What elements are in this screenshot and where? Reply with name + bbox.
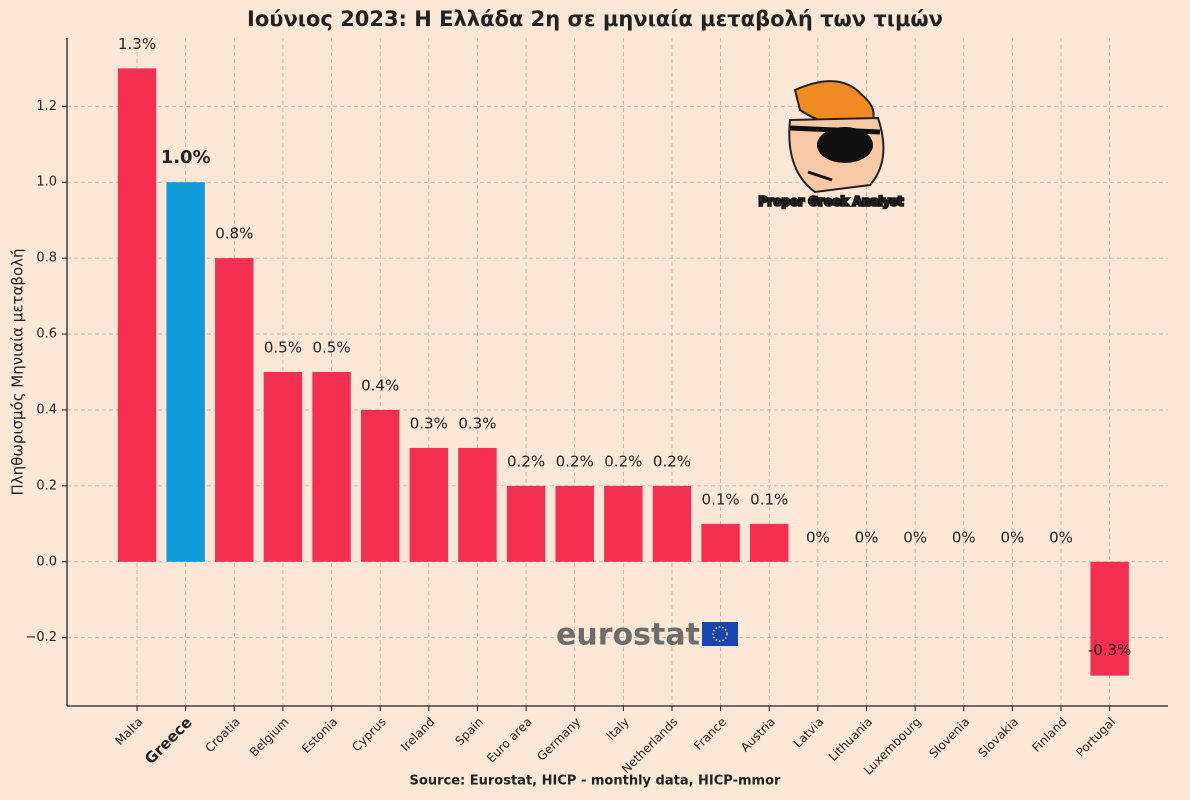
bar — [701, 523, 740, 562]
eu-flag — [702, 622, 738, 646]
value-label: -0.3% — [1088, 641, 1132, 659]
glasses-bar — [789, 125, 881, 135]
value-label: 0.2% — [556, 452, 594, 470]
bar — [555, 485, 594, 562]
bar — [458, 447, 497, 562]
mascot-caption: Proper Greek Analyst — [759, 195, 904, 209]
value-label: 0% — [806, 528, 830, 546]
y-tick-label: 0.2 — [36, 478, 57, 493]
bar — [117, 68, 157, 562]
y-tick-label: 1.0 — [36, 175, 57, 190]
value-label: 0.2% — [653, 452, 691, 470]
y-tick-label: 1.2 — [36, 99, 57, 114]
plot: 1.3% 1.0% 0.8% 0.5% 0.5% 0.4% 0.3% 0.3% 0.2% 0.2%… — [117, 35, 1132, 676]
value-label: 0.3% — [458, 414, 496, 432]
value-label: 0.8% — [215, 225, 253, 243]
mascot: Proper Greek Analyst — [757, 80, 905, 210]
bar — [312, 372, 351, 562]
value-label: 1.3% — [118, 35, 156, 53]
value-label: 0.5% — [312, 339, 350, 357]
bar — [409, 447, 449, 562]
bar — [1090, 561, 1129, 676]
value-label: 0.4% — [361, 376, 399, 394]
bar — [215, 258, 254, 562]
value-label: 0.1% — [702, 490, 740, 508]
y-tick-label: 0.4 — [36, 402, 57, 417]
logo-text: eurostat — [556, 618, 700, 653]
value-label: 0.2% — [604, 452, 642, 470]
bar — [360, 409, 400, 562]
value-label: 0% — [855, 528, 879, 546]
value-label: 0.2% — [507, 452, 545, 470]
eu-stars — [712, 626, 728, 642]
chart-title: Ιούνιος 2023: Η Ελλάδα 2η σε μηνιαία μετ… — [247, 7, 943, 31]
bar — [604, 485, 643, 562]
value-label: 0% — [952, 528, 976, 546]
eurostat-logo: eurostat — [556, 618, 738, 653]
bar — [750, 523, 789, 562]
y-tick-label: 0.8 — [36, 251, 57, 266]
hair — [793, 80, 875, 130]
value-label: 0.1% — [750, 490, 788, 508]
y-tick-label: 0.6 — [36, 327, 57, 342]
mouth — [807, 170, 833, 182]
y-tick-label: 0.0 — [36, 554, 57, 569]
value-label: 0% — [1000, 528, 1024, 546]
value-label: 0.3% — [410, 414, 448, 432]
bar — [652, 485, 692, 562]
value-label: 0% — [1049, 528, 1073, 546]
value-label: 1.0% — [161, 147, 211, 168]
value-label: 0.5% — [264, 339, 302, 357]
glasses — [817, 127, 873, 163]
y-tick-label: −0.2 — [25, 630, 57, 645]
value-label: 0% — [903, 528, 927, 546]
bar — [166, 182, 205, 562]
bar — [506, 485, 546, 562]
bar — [263, 372, 303, 562]
source: Source: Eurostat, HICP - monthly data, H… — [410, 774, 781, 789]
y-axis-label: Πληθωρισμός Μηνιαία μεταβολή — [9, 248, 27, 495]
